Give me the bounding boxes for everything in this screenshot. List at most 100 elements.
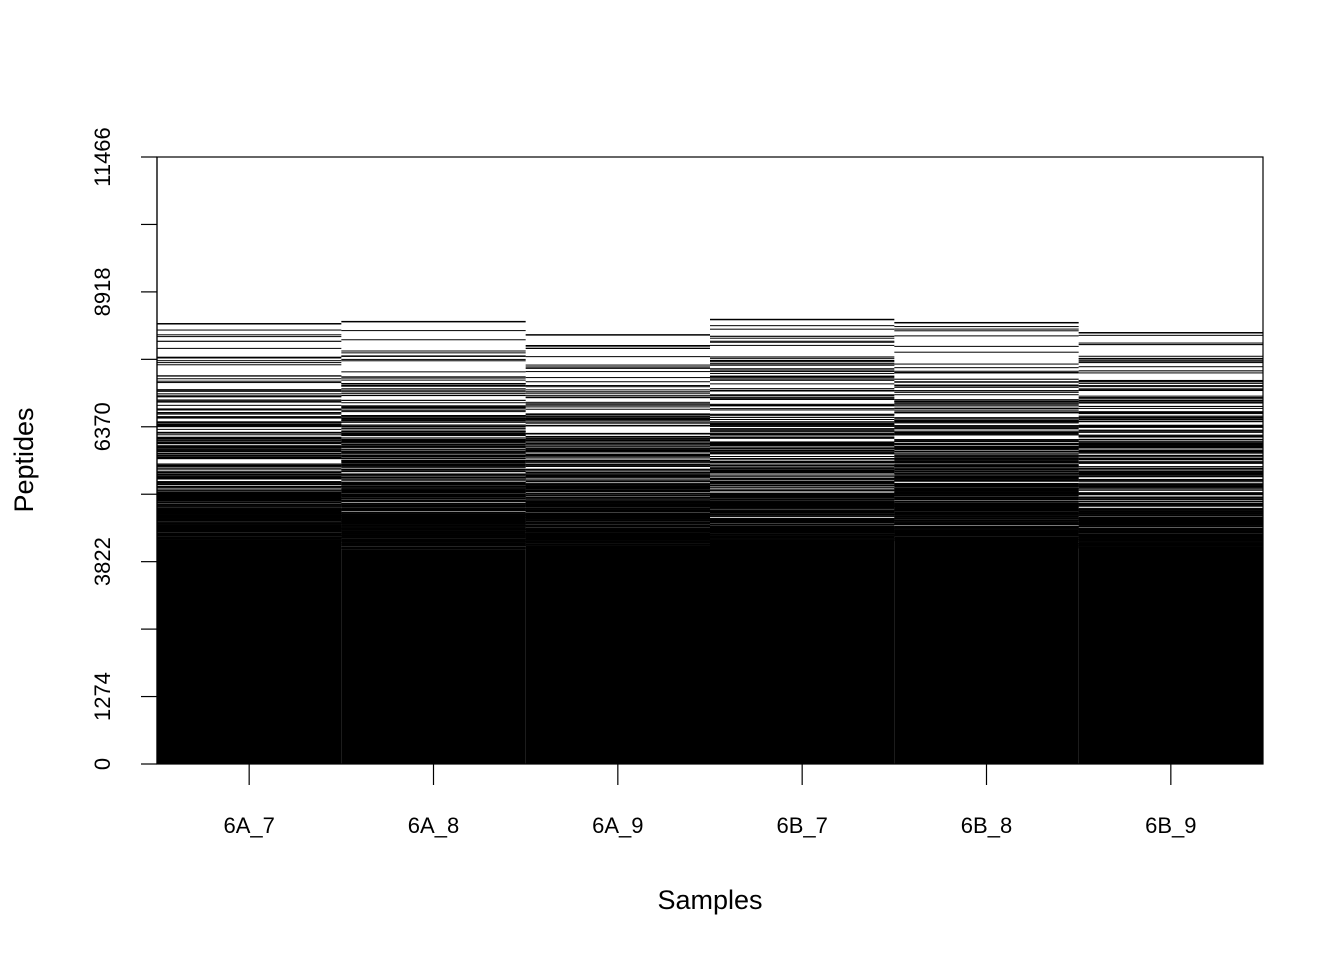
detected-stripe — [894, 385, 1079, 387]
detected-stripe — [710, 497, 895, 499]
detected-stripe — [341, 468, 526, 470]
detected-stripe — [1078, 424, 1263, 426]
detected-stripe — [710, 538, 895, 540]
detected-stripe — [525, 477, 710, 479]
detected-stripe — [710, 539, 895, 541]
detected-stripe — [1078, 487, 1263, 489]
detected-stripe — [341, 516, 526, 518]
detected-stripe — [157, 399, 342, 401]
detected-stripe — [157, 491, 342, 493]
detected-stripe — [1078, 489, 1263, 491]
detected-stripe — [341, 531, 526, 533]
x-tick-label: 6A_9 — [592, 813, 643, 838]
detected-stripe — [341, 434, 526, 436]
detected-stripe — [894, 471, 1079, 473]
detected-stripe — [1078, 401, 1263, 403]
detected-stripe — [894, 419, 1079, 421]
detected-stripe — [341, 496, 526, 498]
detected-stripe — [894, 476, 1079, 478]
detected-stripe — [341, 442, 526, 444]
detected-stripe — [341, 464, 526, 466]
detected-stripe — [341, 469, 526, 471]
detected-stripe — [157, 469, 342, 471]
detected-stripe — [157, 334, 342, 336]
detected-stripe — [525, 527, 710, 529]
detected-stripe — [1078, 528, 1263, 530]
detected-stripe — [894, 391, 1079, 393]
detected-stripe — [894, 464, 1079, 466]
detected-stripe — [1078, 515, 1263, 517]
detected-stripe — [525, 484, 710, 486]
detected-stripe — [525, 469, 710, 471]
detected-stripe — [525, 457, 710, 459]
detected-stripe — [894, 511, 1079, 513]
detected-stripe — [710, 389, 895, 391]
detected-stripe — [157, 492, 342, 494]
detected-stripe — [710, 452, 895, 454]
detected-stripe — [710, 335, 895, 337]
detected-stripe — [1078, 381, 1263, 383]
detected-stripe — [341, 525, 526, 527]
detected-stripe — [1078, 480, 1263, 482]
detected-stripe — [1078, 488, 1263, 490]
detected-stripe — [1078, 496, 1263, 498]
detected-stripe — [894, 450, 1079, 452]
detected-stripe — [341, 426, 526, 428]
detected-stripe — [525, 437, 710, 439]
detected-stripe — [710, 325, 895, 327]
detected-stripe — [525, 422, 710, 424]
detected-stripe — [894, 494, 1079, 496]
x-tick-label: 6B_8 — [961, 813, 1012, 838]
detected-stripe — [525, 451, 710, 453]
detected-stripe — [157, 424, 342, 426]
detected-stripe — [1078, 429, 1263, 431]
detected-stripe — [710, 429, 895, 431]
detected-stripe — [341, 391, 526, 393]
detected-stripe — [1078, 402, 1263, 404]
detected-stripe — [1078, 430, 1263, 432]
detected-stripe — [894, 381, 1079, 383]
detected-stripe — [710, 394, 895, 396]
detected-stripe — [894, 529, 1079, 531]
detected-stripe — [710, 481, 895, 483]
detected-stripe — [1078, 413, 1263, 415]
y-tick-label: 0 — [90, 758, 115, 770]
detected-stripe — [341, 430, 526, 432]
detected-stripe — [341, 405, 526, 407]
detected-stripe — [1078, 474, 1263, 476]
detected-stripe — [525, 392, 710, 394]
detected-stripe — [157, 496, 342, 498]
detected-stripe — [157, 329, 342, 331]
detected-stripe — [1078, 532, 1263, 534]
detected-stripe — [1078, 468, 1263, 470]
detected-stripe — [710, 481, 895, 483]
detected-stripe — [341, 377, 526, 379]
detected-stripe — [341, 528, 526, 530]
detected-stripe — [157, 485, 342, 487]
detected-stripe — [710, 499, 895, 501]
detected-stripe — [157, 488, 342, 490]
detected-stripe — [157, 482, 342, 484]
detected-stripe — [710, 421, 895, 423]
detected-stripe — [157, 483, 342, 485]
detected-block — [710, 540, 895, 764]
detected-stripe — [1078, 382, 1263, 384]
detected-stripe — [894, 430, 1079, 432]
detected-stripe — [525, 415, 710, 417]
detected-stripe — [894, 507, 1079, 509]
detected-stripe — [894, 490, 1079, 492]
x-tick-label: 6B_9 — [1145, 813, 1196, 838]
detected-stripe — [341, 432, 526, 434]
y-tick-label: 8918 — [90, 267, 115, 316]
sample-columns — [157, 318, 1263, 764]
detected-stripe — [157, 413, 342, 415]
detected-stripe — [157, 416, 342, 418]
detected-stripe — [710, 415, 895, 417]
detected-stripe — [894, 446, 1079, 448]
detected-stripe — [710, 464, 895, 466]
detected-stripe — [525, 416, 710, 418]
detected-stripe — [894, 505, 1079, 507]
detected-stripe — [710, 468, 895, 470]
detected-stripe — [710, 390, 895, 392]
